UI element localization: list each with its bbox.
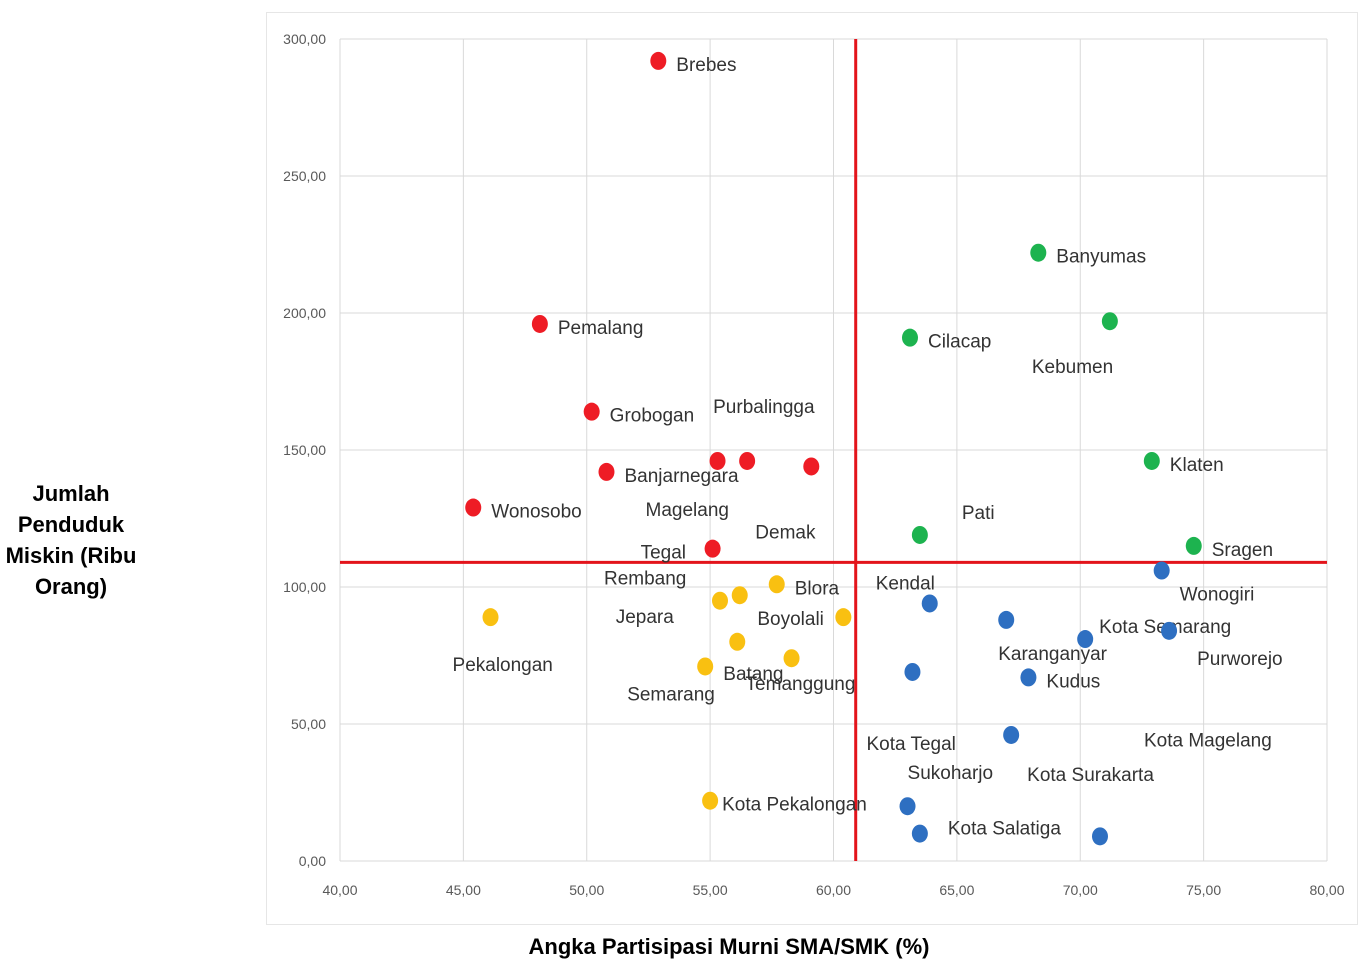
data-label: Demak (755, 522, 816, 543)
x-tick-label: 80,00 (1309, 882, 1344, 898)
data-point-banjarnegara (598, 462, 615, 481)
data-label: Kota Salatiga (948, 819, 1061, 840)
data-label: Kota Pekalongan (722, 795, 867, 816)
data-label: Batang (723, 664, 783, 685)
data-label: Kota Tegal (866, 734, 955, 755)
y-tick-label: 150,00 (283, 442, 326, 458)
scatter-plot: 40,00 45,00 50,00 55,00 60,00 65,00 70,00 75,00… (283, 31, 1345, 898)
data-point-sukoharjo (899, 797, 916, 816)
data-point-purbalingga (739, 451, 756, 470)
data-point-kota-salatiga (911, 824, 928, 843)
data-point-kebumen (1101, 312, 1118, 331)
data-point-klaten (1143, 451, 1160, 470)
data-point-pekalongan (482, 608, 499, 627)
data-point-blora (768, 575, 785, 594)
data-point-brebes (650, 51, 667, 70)
data-point-cilacap (901, 328, 918, 347)
data-label: Pati (962, 503, 995, 524)
data-point-kota-tegal (904, 662, 921, 681)
data-label: Banjarnegara (624, 466, 739, 487)
data-label: Klaten (1170, 455, 1224, 476)
data-label: Kebumen (1032, 357, 1113, 378)
data-label: Banyumas (1056, 247, 1146, 268)
data-point-kota-magelang (1091, 827, 1108, 846)
data-label: Boyolali (757, 609, 824, 630)
y-axis-title: Jumlah Penduduk Miskin (Ribu Orang) (5, 481, 137, 599)
data-point-tegal (704, 539, 721, 558)
data-label: Grobogan (610, 406, 695, 427)
data-label: Semarang (627, 684, 715, 705)
data-label: Kendal (876, 573, 935, 594)
y-tick-label: 100,00 (283, 579, 326, 595)
data-point-karanganyar (998, 610, 1015, 629)
data-label: Kota Magelang (1144, 730, 1272, 751)
data-point-purworejo (1161, 621, 1178, 640)
data-point-pemalang (531, 314, 548, 333)
data-label: Pekalongan (453, 655, 553, 676)
data-label: Blora (795, 578, 840, 599)
x-tick-label: 75,00 (1186, 882, 1221, 898)
chart-area: 40,00 45,00 50,00 55,00 60,00 65,00 70,00 75,00… (266, 12, 1358, 925)
data-point-magelang (709, 451, 726, 470)
y-tick-label: 0,00 (299, 853, 326, 869)
data-point-pati (911, 525, 928, 544)
data-label: Purworejo (1197, 649, 1283, 670)
y-tick-label: 300,00 (283, 31, 326, 47)
data-point-grobogan (583, 402, 600, 421)
y-tick-label: 50,00 (291, 716, 326, 732)
data-label: Purbalingga (713, 397, 815, 418)
data-point-sragen (1185, 536, 1202, 555)
data-point-kendal (921, 594, 938, 613)
data-point-kota-surakarta (1003, 725, 1020, 744)
data-point-kota-semarang (1077, 630, 1094, 649)
data-label: Brebes (676, 55, 736, 76)
x-tick-label: 45,00 (446, 882, 481, 898)
x-tick-label: 50,00 (569, 882, 604, 898)
x-tick-label: 65,00 (939, 882, 974, 898)
data-point-wonogiri (1153, 561, 1170, 580)
data-point-demak (803, 457, 820, 476)
data-label: Kudus (1046, 671, 1100, 692)
data-label: Tegal (641, 543, 686, 564)
data-label: Cilacap (928, 332, 991, 353)
data-point-kota-pekalongan (702, 791, 719, 810)
x-tick-label: 40,00 (322, 882, 357, 898)
data-label: Wonosobo (491, 502, 582, 523)
data-point-semarang (697, 657, 714, 676)
data-label: Kota Surakarta (1027, 765, 1154, 786)
data-point-banyumas (1030, 243, 1047, 262)
data-point-wonosobo (465, 498, 482, 517)
data-point-jepara (731, 586, 748, 605)
data-point-temanggung (783, 649, 800, 668)
data-label: Pemalang (558, 318, 644, 339)
y-tick-label: 200,00 (283, 305, 326, 321)
data-label: Magelang (646, 500, 729, 521)
data-point-kudus (1020, 668, 1037, 687)
data-label: Temanggung (746, 674, 856, 695)
data-label: Rembang (604, 569, 686, 590)
data-label: Sukoharjo (908, 763, 994, 784)
data-point-batang (729, 632, 746, 651)
x-tick-label: 60,00 (816, 882, 851, 898)
data-label: Wonogiri (1180, 585, 1255, 606)
data-point-boyolali (835, 608, 852, 627)
x-axis-title: Angka Partisipasi Murni SMA/SMK (%) (528, 934, 930, 959)
data-label: Sragen (1212, 540, 1273, 561)
y-tick-label: 250,00 (283, 168, 326, 184)
data-point-rembang (711, 591, 728, 610)
x-tick-label: 70,00 (1063, 882, 1098, 898)
data-label: Karanganyar (998, 644, 1107, 665)
x-tick-label: 55,00 (693, 882, 728, 898)
data-label: Jepara (616, 607, 675, 628)
